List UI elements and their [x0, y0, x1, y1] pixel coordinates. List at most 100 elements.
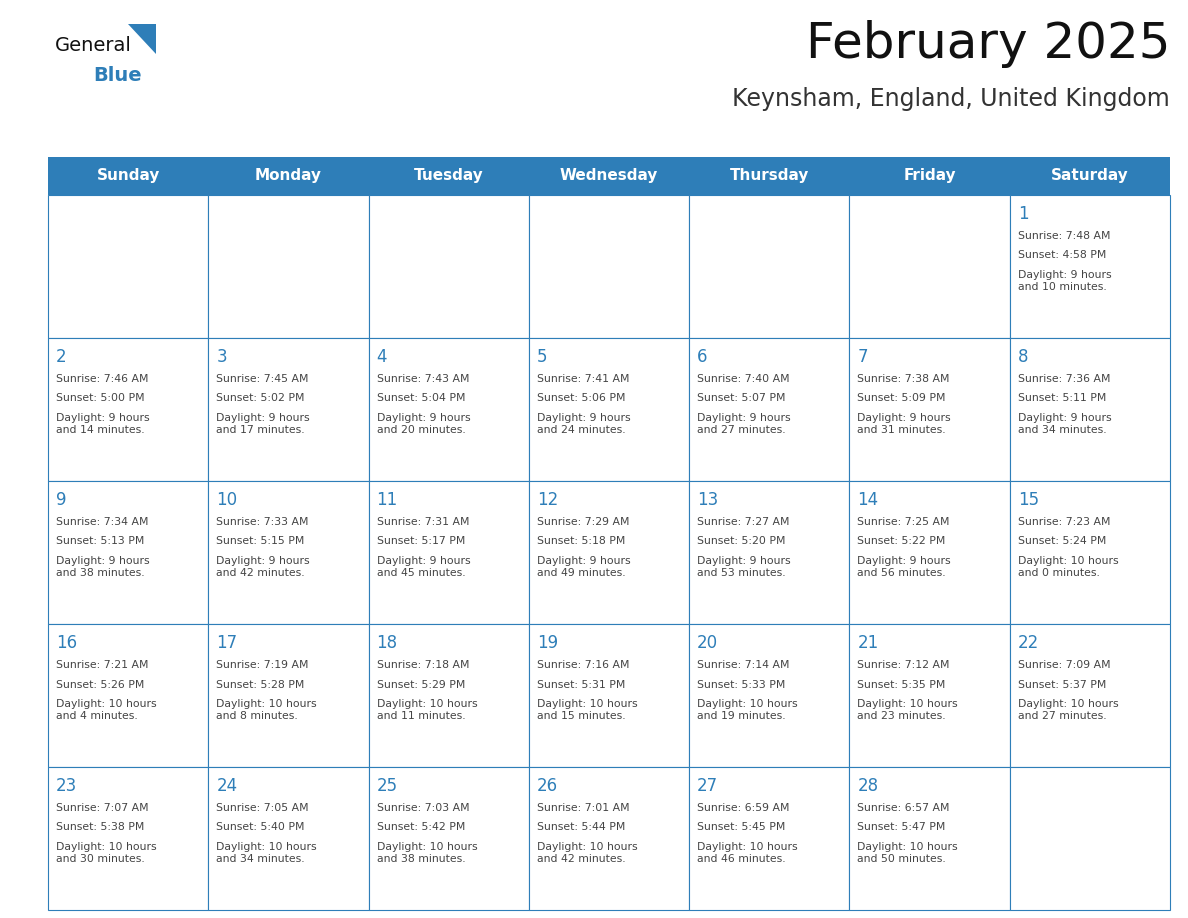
Text: Sunrise: 7:05 AM: Sunrise: 7:05 AM [216, 803, 309, 813]
Text: Daylight: 9 hours
and 27 minutes.: Daylight: 9 hours and 27 minutes. [697, 413, 791, 435]
Text: Daylight: 9 hours
and 34 minutes.: Daylight: 9 hours and 34 minutes. [1018, 413, 1111, 435]
Text: Thursday: Thursday [729, 169, 809, 184]
Bar [689, 195, 849, 338]
Text: Sunset: 5:09 PM: Sunset: 5:09 PM [858, 394, 946, 404]
Text: Sunset: 5:26 PM: Sunset: 5:26 PM [56, 679, 145, 689]
Text: Daylight: 9 hours
and 42 minutes.: Daylight: 9 hours and 42 minutes. [216, 556, 310, 578]
Text: General: General [55, 36, 132, 55]
Text: Daylight: 10 hours
and 4 minutes.: Daylight: 10 hours and 4 minutes. [56, 699, 157, 722]
Text: Sunset: 5:07 PM: Sunset: 5:07 PM [697, 394, 785, 404]
Text: Sunrise: 7:25 AM: Sunrise: 7:25 AM [858, 517, 950, 527]
Bar [368, 338, 529, 481]
Text: 2: 2 [56, 348, 67, 366]
Text: Daylight: 10 hours
and 8 minutes.: Daylight: 10 hours and 8 minutes. [216, 699, 317, 722]
Text: Keynsham, England, United Kingdom: Keynsham, England, United Kingdom [732, 87, 1170, 111]
Text: Sunset: 5:13 PM: Sunset: 5:13 PM [56, 536, 145, 546]
Text: Sunset: 5:31 PM: Sunset: 5:31 PM [537, 679, 625, 689]
Text: 22: 22 [1018, 634, 1040, 652]
Text: Daylight: 10 hours
and 19 minutes.: Daylight: 10 hours and 19 minutes. [697, 699, 798, 722]
Bar [849, 767, 1010, 910]
Text: Daylight: 9 hours
and 24 minutes.: Daylight: 9 hours and 24 minutes. [537, 413, 631, 435]
Text: Daylight: 10 hours
and 30 minutes.: Daylight: 10 hours and 30 minutes. [56, 842, 157, 865]
Polygon shape [128, 24, 156, 54]
Bar [208, 624, 368, 767]
Text: 16: 16 [56, 634, 77, 652]
Bar [529, 481, 689, 624]
Text: Daylight: 10 hours
and 27 minutes.: Daylight: 10 hours and 27 minutes. [1018, 699, 1118, 722]
Text: 28: 28 [858, 777, 879, 795]
Text: Daylight: 10 hours
and 42 minutes.: Daylight: 10 hours and 42 minutes. [537, 842, 638, 865]
Text: Daylight: 10 hours
and 23 minutes.: Daylight: 10 hours and 23 minutes. [858, 699, 958, 722]
Text: Sunrise: 7:07 AM: Sunrise: 7:07 AM [56, 803, 148, 813]
Text: 1: 1 [1018, 205, 1029, 223]
Text: 19: 19 [537, 634, 558, 652]
Text: Daylight: 9 hours
and 10 minutes.: Daylight: 9 hours and 10 minutes. [1018, 270, 1111, 293]
Text: Daylight: 10 hours
and 0 minutes.: Daylight: 10 hours and 0 minutes. [1018, 556, 1118, 578]
Text: Sunrise: 7:21 AM: Sunrise: 7:21 AM [56, 660, 148, 670]
Text: Daylight: 10 hours
and 46 minutes.: Daylight: 10 hours and 46 minutes. [697, 842, 798, 865]
Bar [1010, 338, 1170, 481]
Text: Sunrise: 7:03 AM: Sunrise: 7:03 AM [377, 803, 469, 813]
Text: 10: 10 [216, 491, 238, 509]
Bar [368, 481, 529, 624]
Text: Daylight: 9 hours
and 14 minutes.: Daylight: 9 hours and 14 minutes. [56, 413, 150, 435]
Text: Sunrise: 7:48 AM: Sunrise: 7:48 AM [1018, 231, 1111, 241]
Text: Sunset: 5:18 PM: Sunset: 5:18 PM [537, 536, 625, 546]
Text: 25: 25 [377, 777, 398, 795]
Text: Sunset: 5:17 PM: Sunset: 5:17 PM [377, 536, 465, 546]
Text: 23: 23 [56, 777, 77, 795]
Bar [849, 338, 1010, 481]
Text: Daylight: 9 hours
and 31 minutes.: Daylight: 9 hours and 31 minutes. [858, 413, 952, 435]
Text: Sunrise: 7:34 AM: Sunrise: 7:34 AM [56, 517, 148, 527]
Text: 14: 14 [858, 491, 879, 509]
Bar [48, 338, 208, 481]
Text: 9: 9 [56, 491, 67, 509]
Text: Tuesday: Tuesday [413, 169, 484, 184]
Bar [529, 338, 689, 481]
Text: Sunset: 5:44 PM: Sunset: 5:44 PM [537, 823, 625, 833]
Bar [849, 195, 1010, 338]
Text: Sunset: 5:47 PM: Sunset: 5:47 PM [858, 823, 946, 833]
Text: Sunset: 5:45 PM: Sunset: 5:45 PM [697, 823, 785, 833]
Text: Sunrise: 7:12 AM: Sunrise: 7:12 AM [858, 660, 950, 670]
Bar [368, 195, 529, 338]
Text: 7: 7 [858, 348, 868, 366]
Text: Sunset: 5:02 PM: Sunset: 5:02 PM [216, 394, 305, 404]
Text: 26: 26 [537, 777, 558, 795]
Text: Sunrise: 7:36 AM: Sunrise: 7:36 AM [1018, 374, 1111, 384]
Text: Sunrise: 7:18 AM: Sunrise: 7:18 AM [377, 660, 469, 670]
Text: Daylight: 10 hours
and 34 minutes.: Daylight: 10 hours and 34 minutes. [216, 842, 317, 865]
Text: Sunday: Sunday [96, 169, 160, 184]
Bar [529, 767, 689, 910]
Text: February 2025: February 2025 [805, 20, 1170, 68]
Text: Sunset: 5:00 PM: Sunset: 5:00 PM [56, 394, 145, 404]
Text: Sunrise: 7:46 AM: Sunrise: 7:46 AM [56, 374, 148, 384]
Text: Daylight: 9 hours
and 56 minutes.: Daylight: 9 hours and 56 minutes. [858, 556, 952, 578]
Bar [689, 767, 849, 910]
Text: 24: 24 [216, 777, 238, 795]
Text: Daylight: 9 hours
and 20 minutes.: Daylight: 9 hours and 20 minutes. [377, 413, 470, 435]
Text: Daylight: 10 hours
and 38 minutes.: Daylight: 10 hours and 38 minutes. [377, 842, 478, 865]
Text: 15: 15 [1018, 491, 1038, 509]
Text: Wednesday: Wednesday [560, 169, 658, 184]
Text: Daylight: 9 hours
and 49 minutes.: Daylight: 9 hours and 49 minutes. [537, 556, 631, 578]
Text: Sunset: 5:42 PM: Sunset: 5:42 PM [377, 823, 465, 833]
Text: Sunrise: 7:29 AM: Sunrise: 7:29 AM [537, 517, 630, 527]
Bar [529, 195, 689, 338]
Text: Sunset: 5:37 PM: Sunset: 5:37 PM [1018, 679, 1106, 689]
Bar [48, 767, 208, 910]
Text: 12: 12 [537, 491, 558, 509]
Text: Sunrise: 6:59 AM: Sunrise: 6:59 AM [697, 803, 790, 813]
Bar [208, 481, 368, 624]
Bar [1010, 195, 1170, 338]
Text: 17: 17 [216, 634, 238, 652]
Text: Blue: Blue [93, 66, 141, 85]
Text: Sunset: 5:40 PM: Sunset: 5:40 PM [216, 823, 305, 833]
Text: Sunset: 5:04 PM: Sunset: 5:04 PM [377, 394, 465, 404]
Text: Sunrise: 7:33 AM: Sunrise: 7:33 AM [216, 517, 309, 527]
Text: 4: 4 [377, 348, 387, 366]
Bar [368, 624, 529, 767]
Text: Daylight: 9 hours
and 38 minutes.: Daylight: 9 hours and 38 minutes. [56, 556, 150, 578]
Bar [48, 481, 208, 624]
Text: 18: 18 [377, 634, 398, 652]
